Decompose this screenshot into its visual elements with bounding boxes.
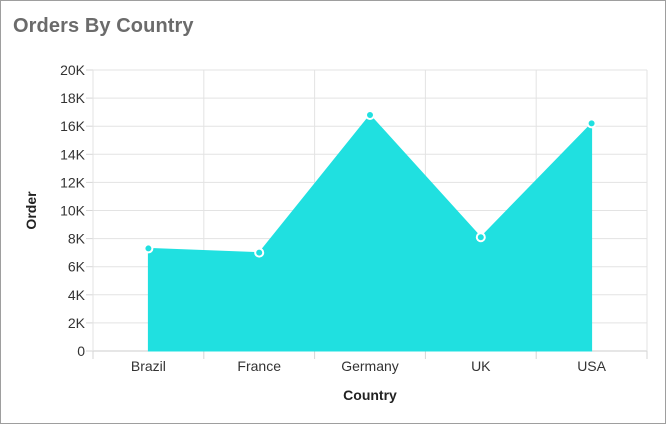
y-tick-label: 16K bbox=[60, 118, 86, 134]
y-tick-label: 2K bbox=[68, 315, 86, 331]
data-point-marker bbox=[586, 118, 597, 129]
y-tick-label: 10K bbox=[60, 203, 86, 219]
y-tick-label: 18K bbox=[60, 90, 86, 106]
x-tick-label: Brazil bbox=[131, 358, 166, 374]
area-series bbox=[143, 109, 597, 352]
y-tick-label: 8K bbox=[68, 231, 86, 247]
y-tick-label: 4K bbox=[68, 287, 86, 303]
x-tick-label: Germany bbox=[341, 358, 399, 374]
x-tick-label: USA bbox=[577, 358, 606, 374]
chart-title: Orders By Country bbox=[13, 15, 194, 37]
x-axis-title: Country bbox=[343, 387, 397, 403]
data-point-marker bbox=[365, 109, 375, 120]
data-point-marker bbox=[143, 243, 154, 254]
y-tick-label: 14K bbox=[60, 146, 86, 162]
y-tick-label: 12K bbox=[60, 174, 86, 190]
x-tick-label: UK bbox=[471, 358, 491, 374]
y-tick-label: 0 bbox=[77, 343, 85, 359]
y-tick-label: 20K bbox=[60, 62, 86, 78]
data-point-marker bbox=[475, 232, 486, 243]
y-tick-label: 6K bbox=[68, 259, 86, 275]
axis-ticks: 0 2K 4K 6K 8K 10K 12K 14K 16K 18K 20K Brazil France G… bbox=[60, 62, 607, 374]
area-fill bbox=[147, 114, 593, 352]
y-axis-title: Order bbox=[23, 191, 39, 230]
x-tick-label: France bbox=[237, 358, 281, 374]
data-point-marker bbox=[254, 247, 265, 258]
